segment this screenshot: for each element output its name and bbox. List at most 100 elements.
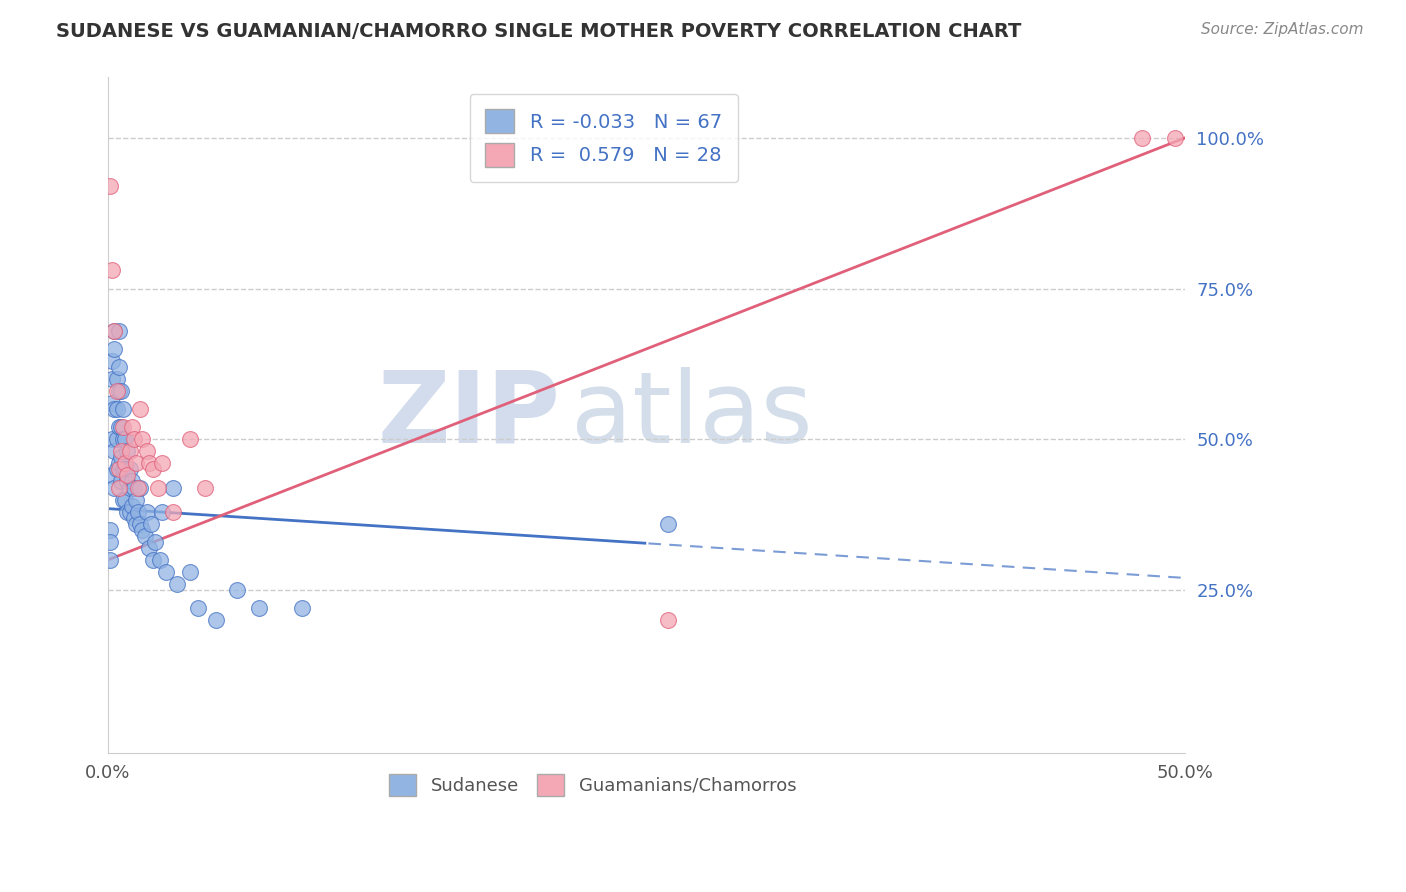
Point [114, 492, 136, 507]
Point [110, 475, 132, 489]
Point [134, 529, 156, 543]
Point [117, 475, 139, 489]
Point [125, 516, 148, 531]
Legend: Sudanese, Guamanians/Chamorros: Sudanese, Guamanians/Chamorros [380, 764, 806, 805]
Point [105, 384, 128, 398]
Point [179, 432, 201, 446]
Point [107, 456, 129, 470]
Point [105, 462, 128, 476]
Point [105, 432, 128, 446]
Point [117, 468, 139, 483]
Point [114, 456, 136, 470]
Point [110, 450, 132, 465]
Point [98, 534, 121, 549]
Point [145, 534, 167, 549]
Point [226, 582, 249, 597]
Point [118, 481, 141, 495]
Point [162, 505, 184, 519]
Point [103, 444, 125, 458]
Point [122, 481, 145, 495]
Point [291, 601, 314, 615]
Point [142, 462, 165, 476]
Point [107, 324, 129, 338]
Point [204, 613, 226, 627]
Point [110, 444, 132, 458]
Point [131, 523, 153, 537]
Point [112, 432, 135, 446]
Point [105, 372, 128, 386]
Point [101, 468, 124, 483]
Text: SUDANESE VS GUAMANIAN/CHAMORRO SINGLE MOTHER POVERTY CORRELATION CHART: SUDANESE VS GUAMANIAN/CHAMORRO SINGLE MO… [56, 22, 1022, 41]
Point [166, 577, 188, 591]
Point [179, 565, 201, 579]
Point [112, 402, 135, 417]
Text: atlas: atlas [571, 367, 813, 464]
Point [103, 324, 125, 338]
Point [101, 263, 124, 277]
Point [101, 354, 124, 368]
Point [657, 516, 679, 531]
Point [118, 444, 141, 458]
Point [121, 499, 143, 513]
Text: ZIP: ZIP [378, 367, 561, 464]
Point [105, 402, 128, 417]
Point [118, 505, 141, 519]
Point [247, 601, 270, 615]
Point [129, 402, 152, 417]
Point [118, 462, 141, 476]
Point [101, 372, 124, 386]
Point [155, 565, 177, 579]
Point [125, 456, 148, 470]
Point [150, 456, 173, 470]
Point [138, 541, 160, 555]
Point [149, 553, 172, 567]
Point [1130, 130, 1153, 145]
Point [98, 553, 121, 567]
Point [107, 359, 129, 374]
Point [101, 432, 124, 446]
Point [107, 420, 129, 434]
Point [117, 444, 139, 458]
Point [114, 432, 136, 446]
Point [103, 402, 125, 417]
Point [122, 432, 145, 446]
Point [129, 516, 152, 531]
Point [101, 396, 124, 410]
Point [103, 342, 125, 356]
Point [122, 510, 145, 524]
Point [125, 492, 148, 507]
Point [98, 179, 121, 194]
Point [135, 505, 157, 519]
Point [103, 481, 125, 495]
Point [131, 432, 153, 446]
Point [121, 475, 143, 489]
Point [162, 481, 184, 495]
Point [194, 481, 217, 495]
Point [127, 481, 149, 495]
Point [112, 492, 135, 507]
Point [657, 613, 679, 627]
Point [110, 420, 132, 434]
Point [114, 462, 136, 476]
Point [150, 505, 173, 519]
Point [135, 444, 157, 458]
Point [112, 462, 135, 476]
Point [112, 420, 135, 434]
Point [110, 384, 132, 398]
Point [117, 505, 139, 519]
Text: Source: ZipAtlas.com: Source: ZipAtlas.com [1201, 22, 1364, 37]
Point [121, 420, 143, 434]
Point [103, 324, 125, 338]
Point [107, 462, 129, 476]
Point [107, 481, 129, 495]
Point [146, 481, 169, 495]
Point [187, 601, 209, 615]
Point [107, 384, 129, 398]
Point [127, 505, 149, 519]
Point [98, 523, 121, 537]
Point [138, 456, 160, 470]
Point [139, 516, 162, 531]
Point [129, 481, 152, 495]
Point [142, 553, 165, 567]
Point [1163, 130, 1185, 145]
